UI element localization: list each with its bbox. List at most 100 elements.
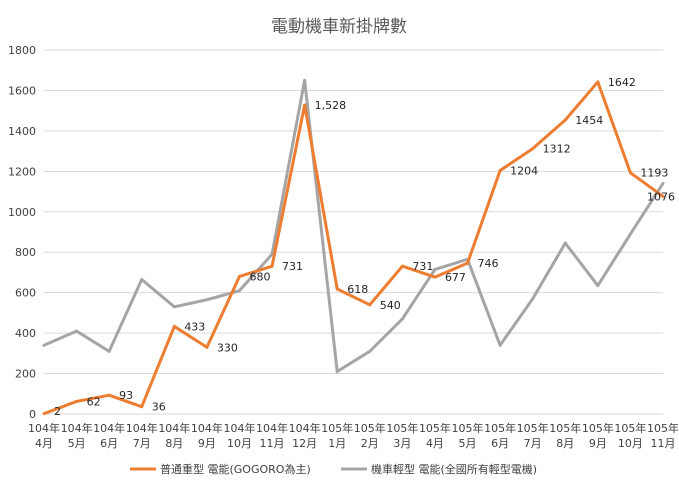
- data-label: 1076: [647, 190, 675, 203]
- data-label: 731: [282, 260, 303, 273]
- data-label: 1454: [575, 114, 603, 127]
- series-1-segment: [563, 241, 600, 288]
- data-label: 1642: [608, 76, 636, 89]
- x-tick-month: 11月: [651, 437, 676, 450]
- chart-title: 電動機車新掛牌數: [271, 17, 407, 37]
- y-tick-label: 400: [15, 327, 36, 340]
- legend: 普通重型 電能(GOGORO為主) 機車輕型 電能(全國所有輕型電機): [130, 462, 537, 476]
- x-tick-year: 104年: [289, 421, 321, 435]
- series-0-segment: [368, 264, 404, 307]
- series-1-segment: [75, 329, 111, 353]
- x-tick-month: 4月: [35, 437, 53, 450]
- series-0-segment: [270, 103, 307, 268]
- x-tick-month: 11月: [260, 437, 285, 450]
- data-label: 1,528: [315, 99, 347, 112]
- series-0-segment: [563, 80, 600, 122]
- series-1-segment: [466, 257, 502, 347]
- x-tick-month: 3月: [393, 437, 411, 450]
- series-0-segment: [596, 80, 632, 175]
- series-0-segment: [498, 147, 535, 173]
- y-tick-label: 1000: [8, 206, 36, 219]
- x-tick-year: 105年: [614, 421, 646, 435]
- series-0-segment: [42, 399, 79, 416]
- x-tick-year: 104年: [223, 421, 255, 435]
- x-tick-month: 1月: [328, 437, 346, 450]
- x-tick-month: 9月: [198, 437, 216, 450]
- series-lines: [42, 78, 665, 416]
- y-tick-label: 1600: [8, 84, 36, 97]
- x-tick-month: 2月: [361, 437, 379, 450]
- data-label: 433: [184, 320, 205, 333]
- x-tick-month: 4月: [426, 437, 444, 450]
- legend-label-gray: 機車輕型 電能(全國所有輕型電機): [371, 462, 537, 476]
- data-label: 36: [152, 401, 166, 414]
- y-tick-label: 800: [15, 246, 36, 259]
- x-tick-month: 5月: [459, 437, 477, 450]
- series-1-segment: [368, 317, 404, 353]
- x-tick-year: 105年: [549, 421, 581, 435]
- series-0-segment: [628, 171, 665, 198]
- series-0-segment: [140, 324, 176, 409]
- y-tick-label: 1800: [8, 44, 36, 57]
- data-label: 1193: [640, 167, 668, 180]
- series-1-segment: [433, 257, 470, 271]
- series-1-segment: [140, 278, 176, 309]
- series-1-segment: [335, 349, 372, 374]
- x-axis-ticks: 104年 4月 104年 5月 104年 6月 104年 7月 104年 8月 104年 9月 104年…: [28, 421, 679, 450]
- series-1-segment: [205, 289, 241, 302]
- x-tick-year: 105年: [386, 421, 418, 435]
- x-tick-year: 104年: [158, 421, 190, 435]
- x-tick-month: 7月: [133, 437, 151, 450]
- x-tick-month: 6月: [491, 437, 509, 450]
- x-tick-month: 5月: [68, 437, 86, 450]
- series-0-segment: [335, 287, 372, 307]
- legend-label-orange: 普通重型 電能(GOGORO為主): [160, 462, 311, 476]
- data-label: 1312: [543, 143, 571, 156]
- x-tick-month: 8月: [556, 437, 574, 450]
- series-0-segment: [400, 264, 437, 279]
- y-axis-ticks: 0 200 400 600 800 1000 1200 1400 1600 1800: [8, 44, 36, 421]
- data-label: 62: [87, 395, 101, 408]
- x-tick-month: 10月: [227, 437, 252, 450]
- series-0-segment: [107, 393, 144, 409]
- x-tick-year: 104年: [28, 421, 60, 435]
- data-label: 330: [217, 341, 238, 354]
- y-tick-label: 0: [29, 408, 36, 421]
- y-tick-label: 200: [15, 368, 36, 381]
- series-1-segment: [596, 232, 632, 288]
- series-0-segment: [172, 324, 209, 349]
- x-tick-year: 105年: [582, 421, 614, 435]
- series-1-segment: [400, 267, 437, 321]
- data-labels: 2 62 93 36 433 330 680 731 1,528 618 540 731 677 746 1…: [54, 76, 675, 418]
- series-0-segment: [303, 103, 339, 291]
- data-label: 677: [445, 271, 466, 284]
- series-0-segment: [205, 274, 241, 349]
- x-tick-month: 12月: [292, 437, 317, 450]
- x-tick-year: 105年: [419, 421, 451, 435]
- x-tick-month: 7月: [524, 437, 542, 450]
- y-tick-label: 600: [15, 287, 36, 300]
- data-label: 731: [412, 260, 433, 273]
- series-0-segment: [531, 118, 567, 151]
- x-tick-year: 105年: [647, 421, 679, 435]
- y-tick-label: 1400: [8, 125, 36, 138]
- series-0-segment: [237, 264, 274, 278]
- series-1-segment: [107, 278, 144, 353]
- x-tick-year: 105年: [517, 421, 549, 435]
- series-1-segment: [270, 78, 307, 256]
- x-tick-year: 105年: [452, 421, 484, 435]
- series-1-segment: [498, 297, 535, 347]
- data-label: 540: [380, 299, 401, 312]
- data-label: 618: [347, 283, 368, 296]
- x-tick-year: 104年: [126, 421, 158, 435]
- x-tick-month: 9月: [589, 437, 607, 450]
- data-label: 680: [249, 270, 270, 283]
- x-tick-year: 105年: [321, 421, 353, 435]
- series-0-segment: [466, 169, 502, 265]
- x-tick-year: 105年: [354, 421, 386, 435]
- data-label: 2: [54, 405, 61, 418]
- x-tick-year: 104年: [256, 421, 288, 435]
- series-1-segment: [172, 298, 209, 309]
